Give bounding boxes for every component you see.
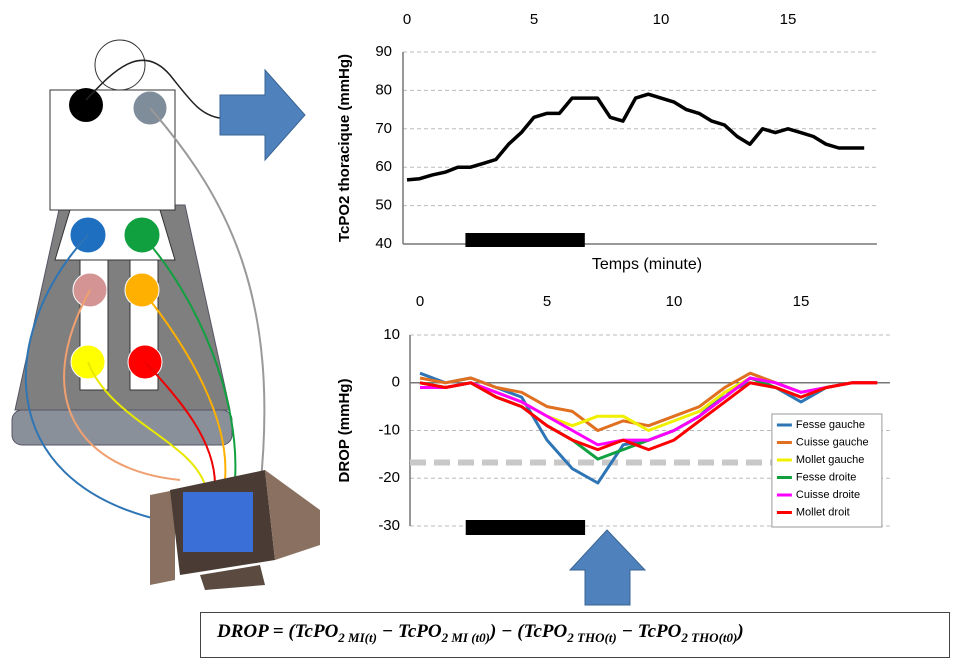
x-tick-label: 15	[793, 293, 810, 310]
x-tick-label: 0	[416, 293, 424, 310]
monitor-base	[200, 565, 265, 590]
y-tick-label: 0	[392, 374, 400, 391]
y-tick-label: -20	[378, 469, 400, 486]
wire	[144, 361, 216, 486]
y-axis-label: DROP (mmHg)	[336, 379, 353, 483]
data-line	[419, 381, 878, 452]
y-tick-label: -10	[378, 421, 400, 438]
x-tick-label: 10	[666, 293, 683, 310]
y-tick-label: 10	[383, 326, 400, 343]
legend-label: Fesse droite	[796, 471, 857, 483]
y-tick-label: -30	[378, 517, 400, 534]
exercise-bar	[465, 520, 586, 535]
wire	[149, 107, 266, 491]
formula-text: )	[737, 621, 744, 642]
formula-subscript: 2 MI(t)	[338, 629, 377, 645]
x-tick-label: 15	[780, 11, 797, 28]
data-line	[406, 92, 865, 182]
data-line	[420, 376, 878, 447]
formula-subscript: 2 THO(t)	[567, 629, 617, 645]
y-tick-label: 40	[375, 235, 392, 252]
x-tick-label: 5	[543, 293, 551, 310]
x-tick-label: 0	[403, 11, 411, 28]
x-tick-label: 5	[530, 11, 538, 28]
illustration	[11, 39, 647, 606]
formula: DROP = (TcPO2 MI(t) − TcPO2 MI (t0)) − (…	[200, 612, 950, 658]
y-tick-label: 90	[375, 43, 392, 60]
wire	[141, 289, 227, 481]
formula-text: − TcPO	[616, 621, 682, 642]
wire	[63, 289, 181, 481]
wire	[141, 234, 237, 481]
formula-text: − TcPO	[376, 621, 442, 642]
legend-label: Fesse gauche	[796, 419, 865, 431]
y-tick-label: 70	[375, 120, 392, 137]
y-tick-label: 50	[375, 197, 392, 214]
roller	[11, 409, 233, 446]
tower	[150, 490, 175, 585]
x-axis-label: Temps (minute)	[592, 256, 702, 273]
formula-subscript: 2 THO(t0)	[681, 629, 738, 645]
legend-label: Cuisse droite	[796, 489, 860, 501]
wire	[24, 234, 161, 521]
legend-label: Mollet gauche	[796, 454, 865, 466]
legend-label: Cuisse gauche	[796, 436, 869, 448]
exercise-bar	[465, 233, 585, 247]
electrode	[69, 88, 103, 122]
arrow-right	[219, 68, 306, 162]
arrow-up	[568, 529, 647, 606]
formula-text: DROP = (TcPO	[217, 621, 339, 642]
formula-subscript: 2 MI (t0)	[441, 629, 490, 645]
y-axis-label: TcPO2 thoracique (mmHg)	[336, 54, 353, 242]
y-tick-label: 60	[375, 158, 392, 175]
screen	[183, 492, 253, 552]
wire	[87, 361, 206, 486]
legend-label: Mollet droit	[796, 506, 850, 518]
x-tick-label: 10	[653, 11, 670, 28]
legend-box	[771, 413, 883, 528]
wire	[85, 59, 221, 119]
y-tick-label: 80	[375, 81, 392, 98]
monitor-back	[265, 470, 320, 560]
formula-text: ) − (TcPO	[489, 621, 568, 642]
